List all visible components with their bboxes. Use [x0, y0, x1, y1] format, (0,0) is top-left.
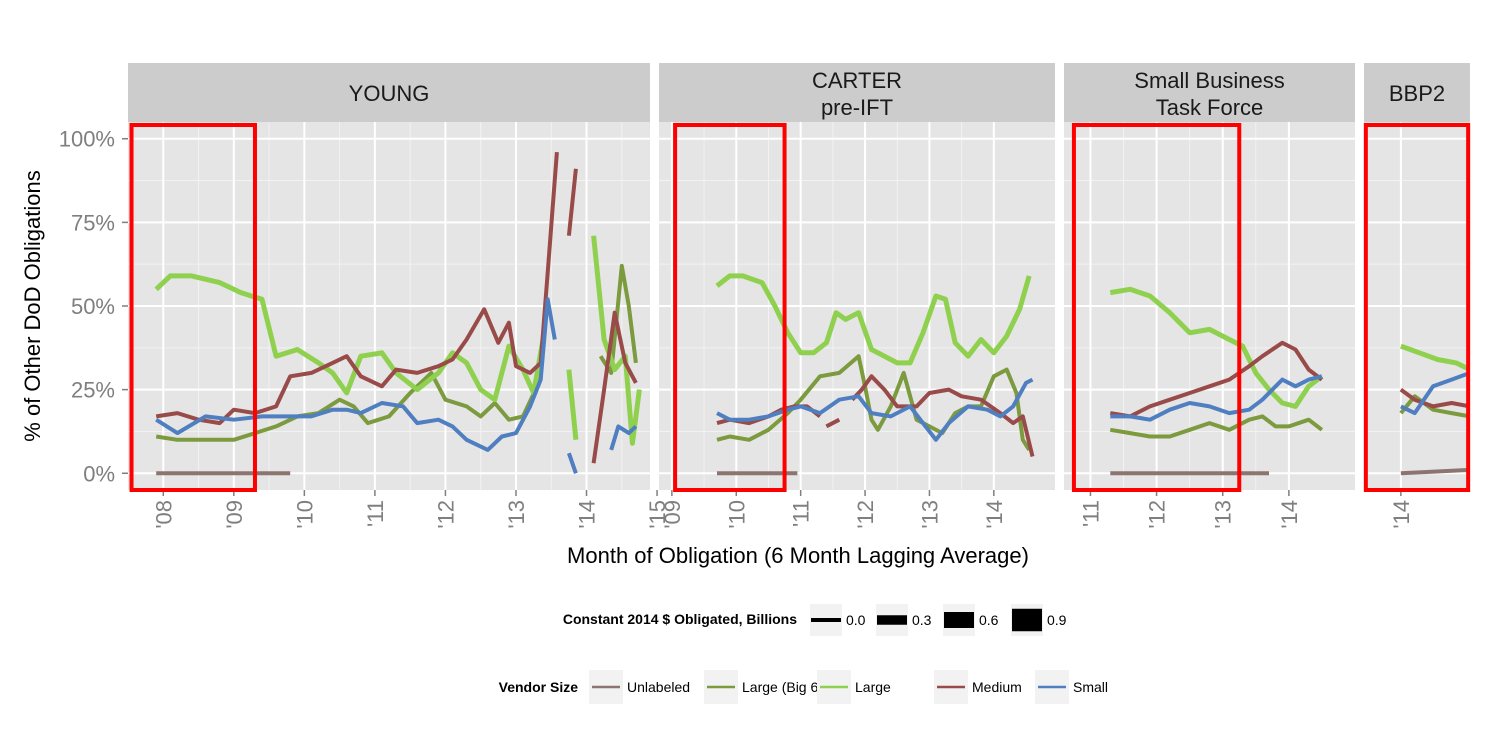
- color-legend-label: Large: [855, 679, 891, 695]
- x-tick-label: '14: [1389, 500, 1414, 529]
- series-line-large: [1109, 286, 1324, 409]
- x-tick-label: '13: [917, 500, 942, 529]
- series-group: [1109, 286, 1324, 476]
- size-legend-label: 0.6: [979, 612, 999, 628]
- x-tick-label: '11: [789, 500, 814, 527]
- color-legend-label: Unlabeled: [627, 679, 690, 695]
- x-tick-label: '08: [151, 500, 176, 529]
- series-line-small: [567, 452, 578, 474]
- series-line-medium: [591, 310, 638, 464]
- facet-title: BBP2: [1389, 81, 1445, 106]
- facet-strip: [659, 63, 1055, 122]
- y-tick-label: 25%: [71, 378, 115, 403]
- series-line-small: [1400, 371, 1470, 416]
- series-line-large-big-6: [716, 354, 1031, 451]
- series-line-large: [591, 235, 642, 446]
- color-legend: Vendor Size Unlabeled Large (Big 6) Large Me…: [499, 670, 1108, 704]
- size-legend-label: 0.0: [846, 612, 866, 628]
- series-line-large-big-6: [155, 339, 547, 442]
- size-legend-label: 0.3: [912, 612, 932, 628]
- series-group: [154, 151, 642, 476]
- highlight-box: [1363, 123, 1471, 492]
- facet-title: YOUNG: [349, 81, 430, 106]
- series-line-medium: [850, 374, 1035, 457]
- facet-title: pre-IFT: [821, 95, 893, 120]
- series-line-large: [1400, 343, 1470, 372]
- facet-panel: BBP2 '14: [1363, 63, 1471, 529]
- x-tick-label: '11: [1078, 500, 1103, 527]
- facet-title: Small Business: [1134, 68, 1284, 93]
- facet-title: CARTER: [812, 68, 902, 93]
- highlight-box: [1071, 123, 1242, 492]
- x-tick-label: '09: [222, 500, 247, 529]
- y-tick-label: 50%: [71, 294, 115, 319]
- y-tick-label: 75%: [71, 210, 115, 235]
- x-tick-label: '12: [1145, 500, 1170, 529]
- series-group: [1399, 343, 1470, 476]
- series-line-medium: [1399, 387, 1470, 409]
- size-legend: Constant 2014 $ Obligated, Billions 0.0 0.…: [563, 604, 1067, 636]
- series-line-medium: [1109, 340, 1324, 419]
- x-tick-label: '11: [363, 500, 388, 527]
- x-axis-title: Month of Obligation (6 Month Lagging Ave…: [567, 543, 1029, 568]
- x-tick-label: '14: [982, 500, 1007, 529]
- y-axis-title: % of Other DoD Obligations: [20, 170, 45, 441]
- series-line-medium: [825, 417, 841, 429]
- x-tick-label: '10: [724, 500, 749, 529]
- series-line-large: [566, 369, 579, 441]
- facet-strip: [1364, 63, 1470, 122]
- facet-panel: YOUNG '08 '09 '10 '11 '12 '13 '14 '15: [128, 63, 670, 529]
- x-tick-label: '12: [853, 500, 878, 529]
- x-tick-label: '13: [1211, 500, 1236, 529]
- series-line-large-big-6: [1399, 394, 1470, 419]
- series-line-large-big-6: [1109, 414, 1324, 439]
- y-tick-label: 0%: [83, 461, 115, 486]
- series-line-medium: [566, 168, 578, 236]
- color-legend-title: Vendor Size: [499, 679, 579, 695]
- series-line-large: [154, 273, 547, 403]
- series-line-small: [155, 297, 557, 452]
- y-tick-label: 100%: [59, 127, 115, 152]
- series-line-small: [1110, 374, 1323, 422]
- series-line-small: [609, 424, 638, 451]
- size-legend-label: 0.9: [1047, 612, 1067, 628]
- facet-strip: [1064, 63, 1355, 122]
- size-legend-title: Constant 2014 $ Obligated, Billions: [563, 611, 797, 627]
- series-line-unlabeled: [1400, 467, 1470, 476]
- x-tick-label: '15: [645, 500, 670, 529]
- highlight-box: [673, 123, 787, 492]
- facet-strip: [128, 63, 650, 122]
- facet-title: Task Force: [1156, 95, 1264, 120]
- series-line-medium: [155, 151, 559, 426]
- series-line-small: [716, 377, 1034, 442]
- color-legend-label: Medium: [972, 679, 1022, 695]
- x-tick-label: '09: [660, 500, 685, 529]
- color-legend-label: Large (Big 6): [742, 679, 823, 695]
- x-tick-label: '10: [292, 500, 317, 529]
- series-group: [715, 273, 1035, 476]
- x-tick-label: '14: [575, 500, 600, 529]
- color-legend-label: Small: [1073, 679, 1108, 695]
- highlight-box: [129, 123, 257, 492]
- x-tick-label: '12: [433, 500, 458, 529]
- x-tick-label: '14: [1277, 500, 1302, 529]
- x-tick-label: '13: [504, 500, 529, 529]
- series-line-large: [715, 273, 1032, 366]
